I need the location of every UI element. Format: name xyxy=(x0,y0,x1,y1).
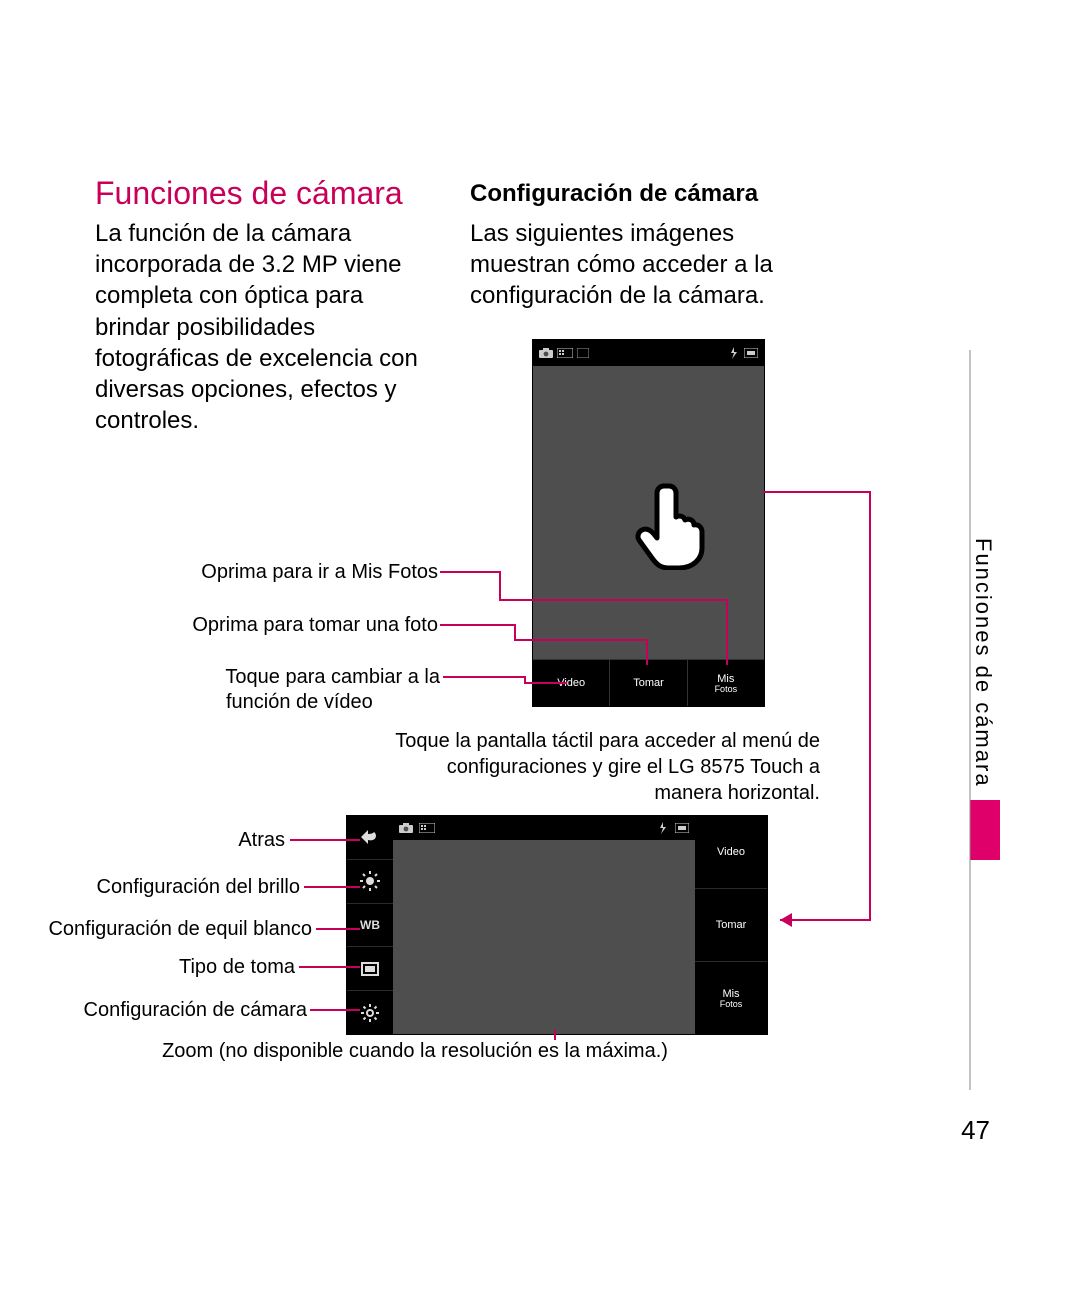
phone2-misfotos-button[interactable]: Mis Fotos xyxy=(695,962,767,1034)
label-video: Toque para cambiar a la función de vídeo xyxy=(190,665,440,715)
label-wb: Configuración de equil blanco xyxy=(32,917,312,942)
phone2-shot-type-button[interactable] xyxy=(347,947,393,991)
tap-hand-icon xyxy=(633,480,713,570)
config-paragraph: Las siguientes imágenes muestran cómo ac… xyxy=(470,218,830,312)
phone2-mis-label: Mis xyxy=(722,988,739,1000)
camera-icon xyxy=(539,348,553,358)
phone1-video-button[interactable]: Video xyxy=(533,660,609,706)
resolution-icon xyxy=(557,348,573,358)
mode-icon xyxy=(675,823,689,833)
wb-icon: WB xyxy=(360,918,380,932)
resolution-icon xyxy=(419,823,435,833)
label-tipo: Tipo de toma xyxy=(140,955,295,980)
phone1-statusbar xyxy=(533,340,764,366)
mode-icon xyxy=(744,348,758,358)
phone-screenshot-vertical: Video Tomar Mis Fotos xyxy=(532,339,765,707)
shot-type-icon xyxy=(361,962,379,976)
page-title: Funciones de cámara xyxy=(95,175,403,212)
phone2-brightness-button[interactable] xyxy=(347,860,393,904)
label-mis-fotos: Oprima para ir a Mis Fotos xyxy=(183,560,438,585)
phone2-settings-button[interactable] xyxy=(347,991,393,1034)
flash-icon xyxy=(728,347,740,359)
phone1-fotos-label: Fotos xyxy=(715,685,738,694)
phone2-fotos-label: Fotos xyxy=(720,1000,743,1009)
phone2-tomar-label: Tomar xyxy=(716,919,747,931)
phone2-wb-button[interactable]: WB xyxy=(347,904,393,948)
label-video-l1: Toque para cambiar a la xyxy=(190,665,440,690)
phone1-mis-label: Mis xyxy=(717,673,734,685)
phone2-statusbar xyxy=(393,816,695,840)
phone-screenshot-horizontal: WB Video Tomar Mis Fotos xyxy=(346,815,768,1035)
phone1-misfotos-button[interactable]: Mis Fotos xyxy=(687,660,764,706)
brightness-icon xyxy=(360,871,380,891)
phone1-video-label: Video xyxy=(557,677,585,689)
phone1-tomar-label: Tomar xyxy=(633,677,664,689)
label-brillo: Configuración del brillo xyxy=(75,875,300,900)
flash-icon xyxy=(657,822,669,834)
side-tab-accent xyxy=(970,800,1000,860)
label-zoom: Zoom (no disponible cuando la resolución… xyxy=(135,1040,695,1063)
phone2-tomar-button[interactable]: Tomar xyxy=(695,889,767,962)
camera-icon xyxy=(399,823,413,833)
gear-icon xyxy=(360,1003,380,1023)
label-video-l2: función de vídeo xyxy=(190,690,440,715)
phone2-video-button[interactable]: Video xyxy=(695,816,767,889)
page-number: 47 xyxy=(961,1115,990,1146)
phone2-video-label: Video xyxy=(717,846,745,858)
phone2-back-button[interactable] xyxy=(347,816,393,860)
back-arrow-icon xyxy=(360,829,380,845)
config-heading: Configuración de cámara xyxy=(470,180,758,208)
intro-paragraph: La función de la cámara incorporada de 3… xyxy=(95,218,435,436)
side-tab-label: Funciones de cámara xyxy=(972,538,996,798)
phone1-tomar-button[interactable]: Tomar xyxy=(609,660,686,706)
grid-icon xyxy=(577,348,589,358)
label-tomar-foto: Oprima para tomar una foto xyxy=(178,613,438,638)
label-touch-note: Toque la pantalla táctil para acceder al… xyxy=(380,728,820,806)
label-camara-cfg: Configuración de cámara xyxy=(62,998,307,1023)
label-atras: Atras xyxy=(210,828,285,853)
